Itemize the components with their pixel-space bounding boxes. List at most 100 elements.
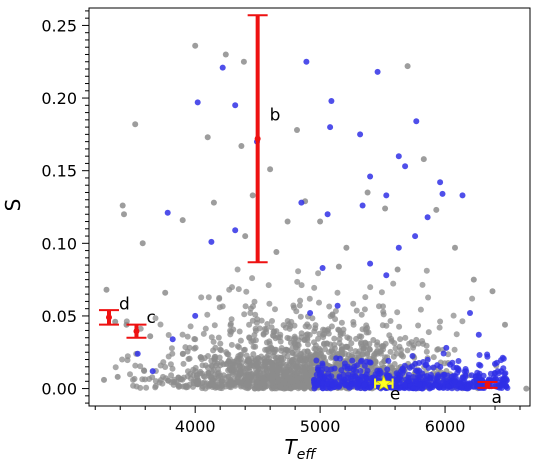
cloud-point: [454, 369, 461, 376]
cloud-point: [143, 384, 150, 391]
error-bars: a b cd e: [98, 14, 502, 408]
cloud-point: [185, 356, 192, 362]
cloud-point: [336, 373, 343, 380]
cloud-point: [332, 308, 339, 314]
cloud-point: [284, 363, 291, 370]
cloud-point: [455, 358, 462, 364]
cloud-point: [307, 353, 314, 360]
cloud-point: [358, 311, 365, 318]
data-point: [452, 244, 458, 251]
y-tick-label: 0.20: [41, 89, 77, 108]
cloud-point: [211, 322, 218, 329]
cloud-point: [357, 368, 364, 374]
data-point: [208, 238, 215, 245]
cloud-point: [250, 343, 257, 350]
cloud-point: [179, 331, 186, 338]
cloud-point: [177, 376, 184, 383]
data-point: [232, 227, 239, 234]
data-point: [357, 131, 364, 138]
cloud-point: [271, 385, 278, 392]
cloud-point: [180, 360, 187, 367]
cloud-point: [242, 303, 249, 310]
cloud-point: [378, 360, 385, 367]
cloud-point: [331, 365, 338, 372]
data-point: [359, 202, 366, 209]
cloud-point: [132, 362, 139, 369]
cloud-point: [471, 378, 478, 385]
cloud-point: [236, 344, 242, 351]
cloud-point: [396, 343, 403, 350]
cloud-point: [208, 334, 215, 341]
cloud-point: [281, 379, 288, 386]
cloud-point: [356, 333, 363, 340]
cloud-point: [220, 372, 227, 379]
cloud-point: [294, 278, 301, 285]
cloud-point: [325, 330, 332, 337]
cloud-point: [142, 376, 148, 383]
cloud-point: [216, 295, 223, 302]
cloud-point: [269, 332, 276, 339]
cloud-point: [430, 354, 437, 361]
data-point: [343, 244, 350, 251]
cloud-point: [396, 385, 403, 392]
cloud-point: [384, 366, 391, 373]
cloud-point: [367, 284, 374, 291]
data-point: [402, 163, 409, 170]
cloud-point: [256, 384, 263, 391]
cloud-point: [265, 282, 272, 289]
y-tick-label: 0.25: [41, 16, 77, 35]
data-point: [328, 98, 335, 104]
cloud-point: [355, 350, 362, 357]
cloud-point: [291, 322, 298, 329]
cloud-point: [323, 366, 330, 373]
cloud-point: [247, 310, 254, 316]
cloud-point: [269, 371, 276, 378]
cloud-point: [303, 332, 310, 339]
cloud-point: [386, 332, 393, 339]
cloud-point: [326, 374, 333, 381]
cloud-point: [202, 325, 209, 332]
cloud-point: [306, 364, 313, 371]
cloud-point: [383, 322, 390, 329]
cloud-point: [425, 294, 432, 301]
cloud-point: [202, 385, 209, 392]
cloud-point: [264, 321, 271, 327]
cloud-point: [349, 357, 356, 364]
cloud-point: [292, 383, 299, 390]
cloud-point: [447, 361, 454, 368]
cloud-point: [385, 357, 392, 364]
cloud-point: [393, 370, 400, 377]
gray-series: [101, 42, 530, 392]
cloud-point: [296, 357, 303, 364]
cloud-point: [215, 334, 222, 341]
data-point: [101, 376, 107, 383]
cloud-point: [246, 321, 253, 328]
cloud-point: [333, 355, 340, 362]
cloud-point: [396, 323, 403, 330]
cloud-point: [350, 381, 357, 388]
cloud-point: [331, 341, 338, 348]
blue-series: [134, 58, 505, 375]
cloud-point: [184, 333, 191, 340]
cloud-point: [237, 369, 244, 376]
cloud-point: [384, 372, 391, 379]
cloud-point: [462, 366, 469, 372]
cloud-point: [362, 326, 369, 333]
cloud-point: [311, 284, 318, 291]
cloud-point: [162, 375, 169, 382]
cloud-point: [215, 366, 221, 373]
cloud-point: [331, 335, 338, 342]
cloud-point: [252, 311, 259, 318]
data-point: [523, 385, 530, 392]
cloud-point: [425, 329, 432, 336]
data-point: [412, 233, 419, 240]
cloud-point: [248, 370, 255, 377]
data-point: [267, 166, 274, 173]
cloud-point: [340, 326, 347, 333]
cloud-point: [370, 352, 377, 359]
cloud-point: [297, 351, 304, 358]
cloud-point: [352, 368, 359, 375]
cloud-point: [432, 382, 439, 389]
cloud-point: [336, 381, 343, 388]
cloud-point: [290, 356, 297, 363]
